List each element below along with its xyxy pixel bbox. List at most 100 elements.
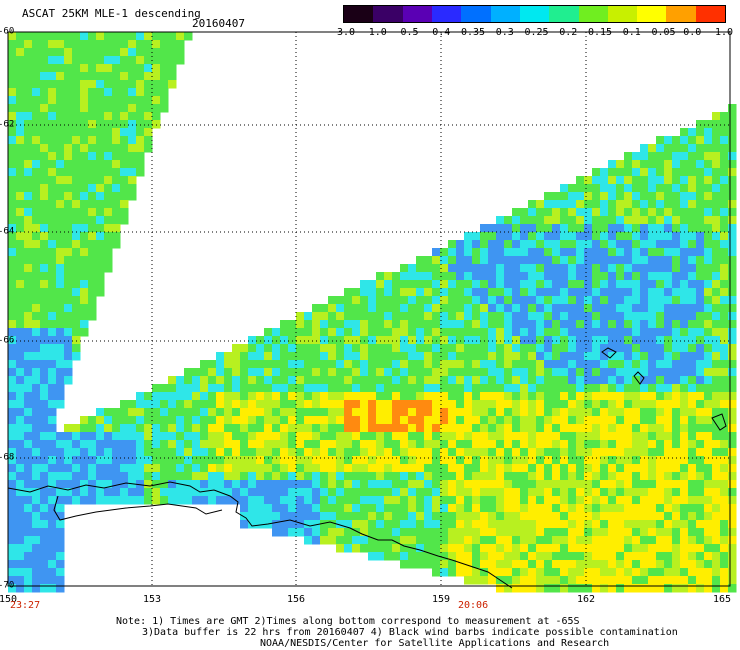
swath-cell <box>360 384 369 393</box>
swath-cell <box>416 360 425 369</box>
swath-cell <box>472 440 481 449</box>
swath-cell <box>344 488 353 497</box>
swath-cell <box>704 352 713 361</box>
swath-cell <box>568 536 577 545</box>
swath-cell <box>240 448 249 457</box>
swath-cell <box>328 344 337 353</box>
swath-cell <box>608 288 617 297</box>
swath-cell <box>432 552 441 561</box>
swath-cell <box>80 312 89 321</box>
swath-cell <box>528 568 537 577</box>
swath-cell <box>312 504 321 513</box>
swath-cell <box>24 424 33 433</box>
swath-cell <box>224 408 233 417</box>
swath-cell <box>184 488 193 497</box>
swath-cell <box>584 200 593 209</box>
swath-cell <box>672 168 681 177</box>
swath-cell <box>16 272 25 281</box>
swath-cell <box>648 256 657 265</box>
swath-cell <box>480 536 489 545</box>
swath-cell <box>416 280 425 289</box>
swath-cell <box>520 552 529 561</box>
swath-cell <box>688 464 697 473</box>
swath-cell <box>680 456 689 465</box>
swath-cell <box>648 400 657 409</box>
swath-cell <box>536 240 545 249</box>
swath-cell <box>40 160 49 169</box>
swath-cell <box>704 184 713 193</box>
swath-cell <box>368 552 377 561</box>
swath-cell <box>728 120 737 129</box>
swath-cell <box>144 128 153 137</box>
swath-cell <box>544 560 553 569</box>
swath-cell <box>512 448 521 457</box>
swath-cell <box>424 328 433 337</box>
swath-cell <box>400 488 409 497</box>
swath-cell <box>72 240 81 249</box>
swath-cell <box>328 312 337 321</box>
swath-cell <box>504 408 513 417</box>
swath-cell <box>384 400 393 409</box>
swath-cell <box>656 536 665 545</box>
swath-cell <box>24 248 33 257</box>
swath-cell <box>112 88 121 97</box>
swath-cell <box>656 248 665 257</box>
swath-cell <box>624 336 633 345</box>
swath-cell <box>48 584 57 593</box>
swath-cell <box>480 232 489 241</box>
swath-cell <box>552 320 561 329</box>
swath-cell <box>592 168 601 177</box>
swath-cell <box>312 456 321 465</box>
swath-cell <box>488 248 497 257</box>
swath-cell <box>632 168 641 177</box>
swath-cell <box>552 480 561 489</box>
swath-cell <box>688 168 697 177</box>
swath-cell <box>24 528 33 537</box>
swath-cell <box>216 472 225 481</box>
swath-cell <box>320 376 329 385</box>
swath-cell <box>496 552 505 561</box>
swath-cell <box>40 368 49 377</box>
swath-cell <box>632 496 641 505</box>
swath-cell <box>408 320 417 329</box>
swath-cell <box>600 576 609 585</box>
swath-cell <box>360 392 369 401</box>
swath-cell <box>232 368 241 377</box>
swath-cell <box>72 136 81 145</box>
swath-cell <box>440 280 449 289</box>
swath-cell <box>672 440 681 449</box>
swath-cell <box>224 496 233 505</box>
swath-cell <box>640 208 649 217</box>
swath-cell <box>728 232 737 241</box>
swath-cell <box>296 456 305 465</box>
swath-cell <box>576 568 585 577</box>
swath-cell <box>320 528 329 537</box>
swath-cell <box>728 560 737 569</box>
swath-cell <box>584 528 593 537</box>
swath-cell <box>16 160 25 169</box>
swath-cell <box>392 288 401 297</box>
swath-cell <box>688 472 697 481</box>
swath-cell <box>424 352 433 361</box>
swath-cell <box>368 432 377 441</box>
swath-cell <box>624 320 633 329</box>
swath-cell <box>688 360 697 369</box>
swath-cell <box>120 160 129 169</box>
swath-cell <box>496 328 505 337</box>
swath-cell <box>720 384 729 393</box>
swath-cell <box>104 240 113 249</box>
swath-cell <box>600 368 609 377</box>
swath-cell <box>272 384 281 393</box>
swath-cell <box>48 272 57 281</box>
note-line-3: NOAA/NESDIS/Center for Satellite Applica… <box>260 638 610 649</box>
swath-cell <box>80 144 89 153</box>
swath-cell <box>512 536 521 545</box>
swath-cell <box>528 560 537 569</box>
swath-cell <box>64 128 73 137</box>
swath-cell <box>672 192 681 201</box>
swath-cell <box>680 376 689 385</box>
swath-cell <box>120 408 129 417</box>
swath-cell <box>680 144 689 153</box>
swath-cell <box>648 296 657 305</box>
swath-cell <box>272 488 281 497</box>
